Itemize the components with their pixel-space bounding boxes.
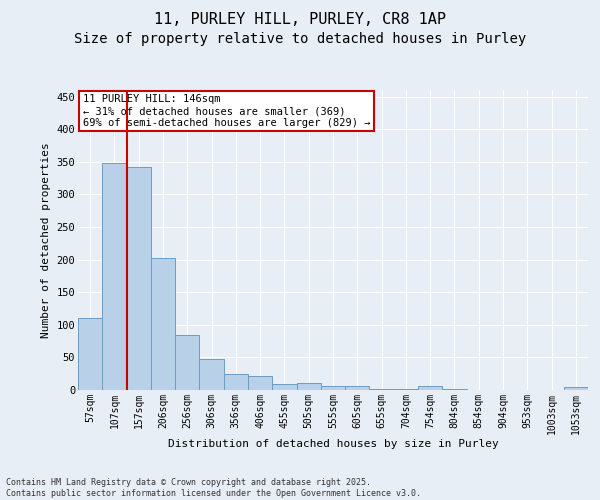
Bar — [175, 334, 199, 390]
Bar — [78, 318, 102, 390]
Y-axis label: Number of detached properties: Number of detached properties — [41, 142, 51, 338]
Bar — [102, 163, 127, 390]
Bar — [442, 388, 467, 390]
Bar — [321, 386, 345, 390]
Text: 11, PURLEY HILL, PURLEY, CR8 1AP: 11, PURLEY HILL, PURLEY, CR8 1AP — [154, 12, 446, 28]
Bar — [272, 384, 296, 390]
Bar — [345, 386, 370, 390]
Bar — [418, 386, 442, 390]
Bar — [199, 360, 224, 390]
Bar — [248, 376, 272, 390]
X-axis label: Distribution of detached houses by size in Purley: Distribution of detached houses by size … — [167, 440, 499, 450]
Bar — [224, 374, 248, 390]
Bar — [564, 388, 588, 390]
Bar — [296, 384, 321, 390]
Bar — [127, 167, 151, 390]
Text: Size of property relative to detached houses in Purley: Size of property relative to detached ho… — [74, 32, 526, 46]
Text: 11 PURLEY HILL: 146sqm
← 31% of detached houses are smaller (369)
69% of semi-de: 11 PURLEY HILL: 146sqm ← 31% of detached… — [83, 94, 371, 128]
Text: Contains HM Land Registry data © Crown copyright and database right 2025.
Contai: Contains HM Land Registry data © Crown c… — [6, 478, 421, 498]
Bar — [151, 258, 175, 390]
